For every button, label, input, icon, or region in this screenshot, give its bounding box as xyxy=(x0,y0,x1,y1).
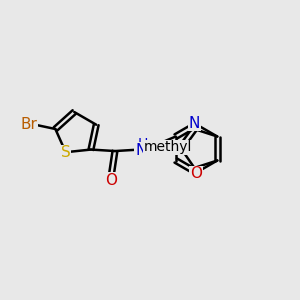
Text: S: S xyxy=(61,145,70,160)
Text: N: N xyxy=(189,116,200,130)
Text: methyl: methyl xyxy=(144,140,192,154)
Text: O: O xyxy=(105,173,117,188)
Text: N: N xyxy=(135,143,146,158)
Text: O: O xyxy=(190,167,202,182)
Text: H: H xyxy=(137,136,148,151)
Text: Br: Br xyxy=(20,117,37,132)
